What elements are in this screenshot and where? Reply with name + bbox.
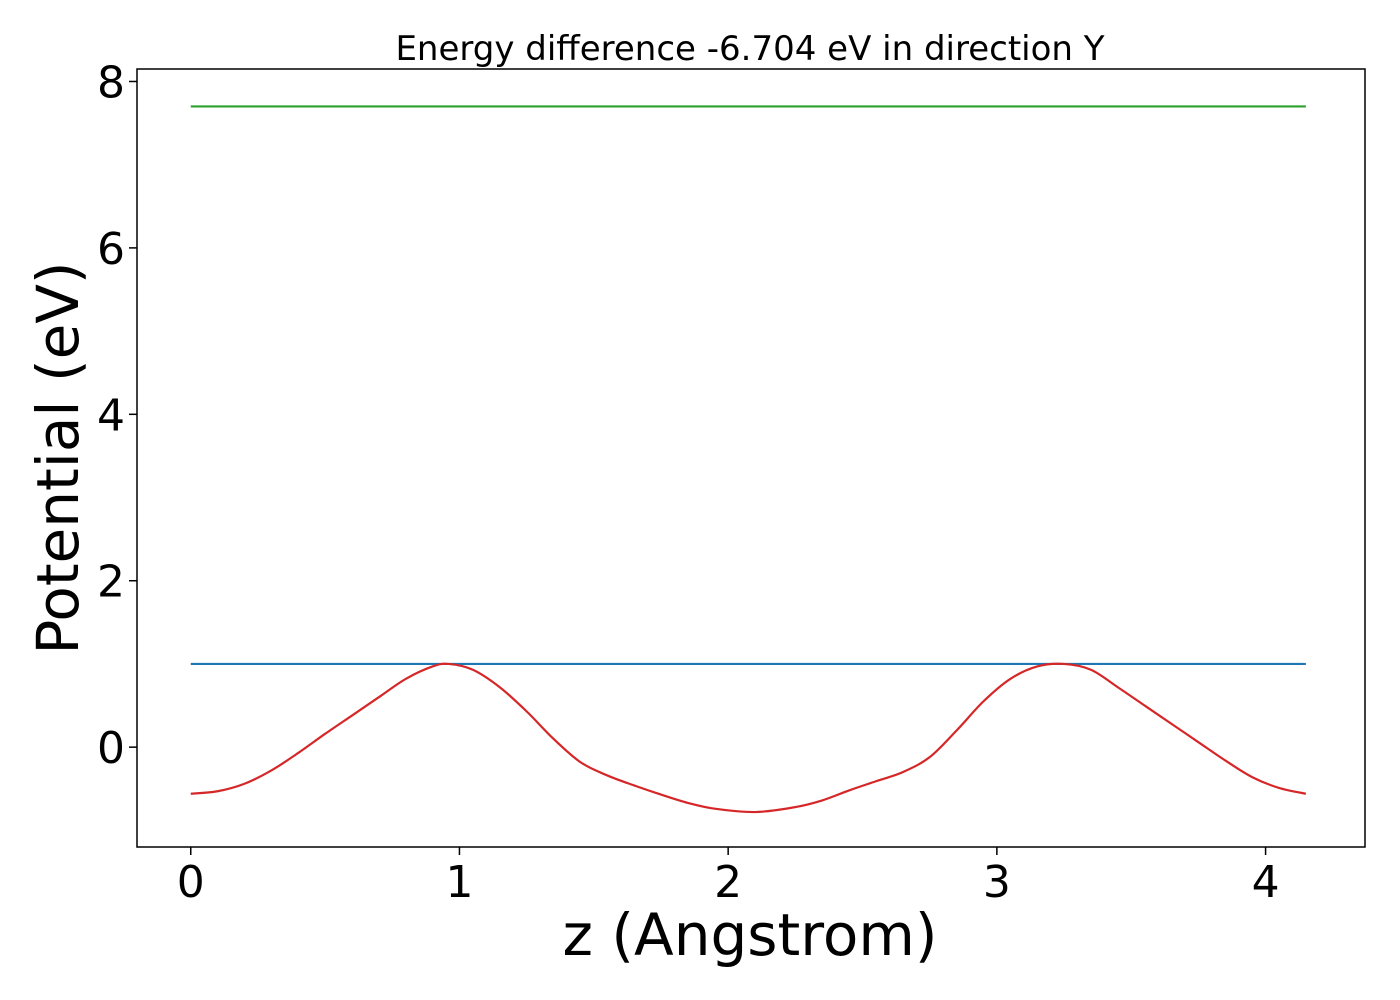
- y-tick-label: 0: [97, 723, 125, 774]
- x-axis-label: z (Angstrom): [563, 901, 938, 969]
- x-tick-label: 4: [1252, 857, 1280, 908]
- plot-frame: [136, 68, 1366, 848]
- y-tick-label: 6: [97, 224, 125, 275]
- x-tick-label: 3: [983, 857, 1011, 908]
- x-tick-label: 1: [445, 857, 473, 908]
- y-axis-label: Potential (eV): [24, 261, 92, 654]
- series-line-red: [190, 662, 1307, 814]
- chart-title: Energy difference -6.704 eV in direction…: [395, 29, 1104, 69]
- y-tick-label: 2: [97, 557, 125, 608]
- x-tick-label: 0: [177, 857, 205, 908]
- y-axis-ticks: 0 2 4 6 8: [97, 57, 137, 774]
- series-layer: [190, 105, 1307, 814]
- x-tick-label: 2: [714, 857, 742, 908]
- y-tick-label: 4: [97, 390, 125, 441]
- x-axis-ticks: 0 1 2 3 4: [177, 847, 1280, 908]
- y-tick-label: 8: [97, 57, 125, 108]
